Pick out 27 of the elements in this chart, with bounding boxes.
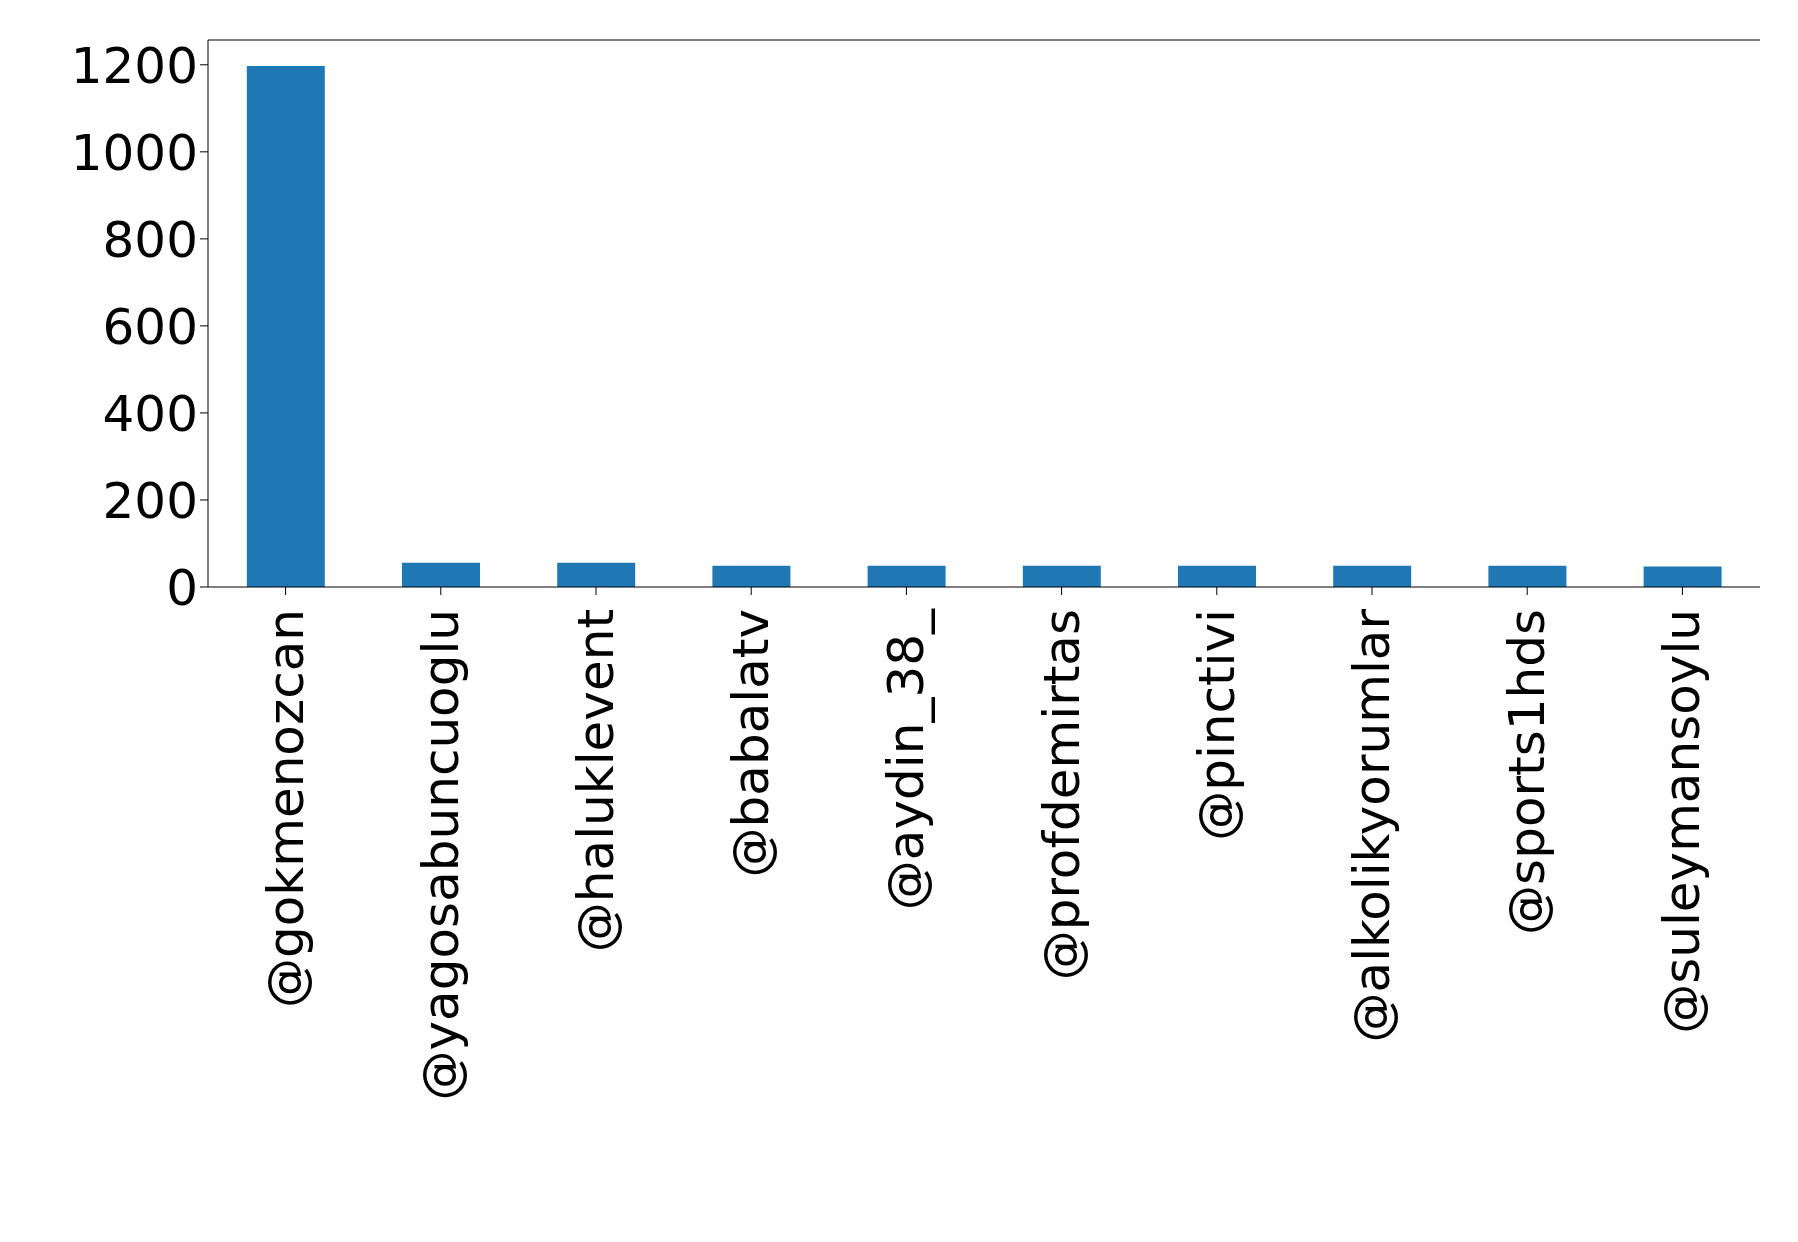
bar [712,565,791,587]
y-tick-label: 1200 [70,36,198,95]
y-tick-label: 200 [102,471,198,530]
x-tick-label: @suleymansoylu [1653,609,1712,1034]
bar [1022,565,1101,587]
bar [402,562,480,587]
y-tick-label: 1000 [70,123,198,182]
x-tick-label: @profdemirtas [1032,609,1091,981]
x-tick-label: @gokmenozcan [256,609,315,1009]
y-tick-label: 0 [166,558,198,617]
x-tick-label: @pinctivi [1187,609,1246,841]
bar [557,562,636,587]
bar [1178,565,1256,587]
x-tick-label: @alkolikyorumlar [1343,608,1401,1043]
x-tick-label: @haluklevent [567,609,625,953]
y-tick-label: 800 [102,210,198,269]
x-tick-label: @aydin_38_ [877,608,936,911]
x-tick-label: @sports1hds [1498,609,1557,935]
y-tick-label: 400 [102,384,198,443]
bar [867,565,946,587]
x-tick-label: @babalatv [722,609,781,878]
bar [1333,565,1412,587]
bar [246,66,325,587]
bar [1488,565,1567,587]
y-tick-label: 600 [102,297,198,356]
bar [1643,566,1722,587]
x-tick-label: @yagosabuncuoglu [411,609,470,1101]
